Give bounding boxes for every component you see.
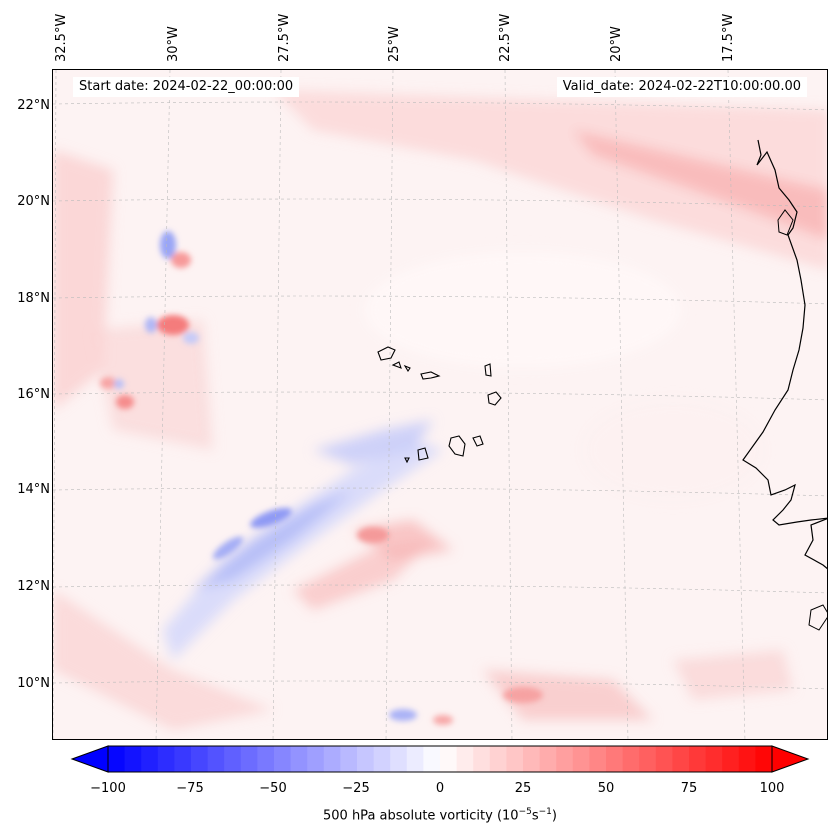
colorbar-cell (539, 746, 557, 772)
colorbar-cell (290, 746, 308, 772)
colorbar-cell (174, 746, 192, 772)
lat-label-14n: 14°N (17, 482, 50, 497)
colorbar-cell (506, 746, 524, 772)
africa-coastline (742, 139, 827, 526)
colorbar-cell (473, 746, 491, 772)
graticule (53, 70, 827, 739)
colorbar-cell (124, 746, 142, 772)
colorbar-cell (357, 746, 375, 772)
colorbar-cell (207, 746, 225, 772)
colorbar-frame (107, 745, 773, 773)
colorbar-cell (456, 746, 474, 772)
coast-inlet (777, 209, 794, 236)
colorbar-cell (390, 746, 408, 772)
colorbar-cell (257, 746, 275, 772)
valid-date-label: Valid_date: 2024-02-22T10:00:00.00 (556, 77, 807, 97)
map-canvas (53, 70, 827, 739)
lon-label-17-5w: 17.5°W (721, 13, 736, 62)
colorbar-cell (108, 746, 126, 772)
lat-label-12n: 12°N (17, 579, 50, 594)
colorbar-cell (639, 746, 657, 772)
colorbar-cells (108, 746, 773, 772)
colorbar-cell (340, 746, 358, 772)
colorbar-tick: 75 (680, 781, 698, 796)
colorbar-cell (705, 746, 723, 772)
colorbar-cell (240, 746, 258, 772)
colorbar-cell (572, 746, 590, 772)
start-date-label: Start date: 2024-02-22_00:00:00 (73, 77, 300, 97)
cape-verde-islands (377, 346, 502, 464)
colorbar-cell (274, 746, 292, 772)
colorbar-cell (606, 746, 624, 772)
coastline-south (804, 518, 827, 570)
colorbar-tick: 0 (435, 781, 445, 796)
colorbar-tick: −75 (176, 781, 204, 796)
colorbar-cell (373, 746, 391, 772)
colorbar-tick: 25 (514, 781, 532, 796)
colorbar-cell (323, 746, 341, 772)
colorbar-cell (622, 746, 640, 772)
vorticity-field (53, 90, 827, 730)
vorticity-map[interactable]: Start date: 2024-02-22_00:00:00 Valid_da… (52, 69, 828, 740)
colorbar-cell (738, 746, 756, 772)
colorbar-tick: −100 (90, 781, 126, 796)
colorbar-cell (722, 746, 740, 772)
colorbar-tick: 100 (759, 781, 785, 796)
colorbar-max-extend (771, 745, 810, 773)
colorbar-label: 500 hPa absolute vorticity (10−5s−1) (323, 807, 557, 824)
colorbar-cell (689, 746, 707, 772)
lat-label-10n: 10°N (17, 676, 50, 691)
lat-label-22n: 22°N (17, 98, 50, 113)
colorbar-cell (191, 746, 209, 772)
lat-label-16n: 16°N (17, 387, 50, 402)
lat-label-18n: 18°N (17, 291, 50, 306)
colorbar-cell (489, 746, 507, 772)
colorbar-min-extend (70, 745, 109, 773)
colorbar-cell (406, 746, 424, 772)
colorbar-cell (589, 746, 607, 772)
lon-label-25w: 25°W (387, 26, 402, 62)
colorbar-cell (655, 746, 673, 772)
vorticity-features (100, 231, 543, 725)
lat-label-20n: 20°N (17, 194, 50, 209)
colorbar-cell (224, 746, 242, 772)
lon-label-20w: 20°W (609, 26, 624, 62)
colorbar-cell (440, 746, 458, 772)
colorbar-cell (307, 746, 325, 772)
lon-label-27-5w: 27.5°W (277, 13, 292, 62)
lon-label-22-5w: 22.5°W (498, 13, 513, 62)
colorbar-cell (157, 746, 175, 772)
colorbar-cell (523, 746, 541, 772)
colorbar-cell (672, 746, 690, 772)
colorbar-cell (141, 746, 159, 772)
bissagos-islands (808, 604, 827, 631)
colorbar-cell (755, 746, 773, 772)
colorbar-tick: −50 (259, 781, 287, 796)
lon-label-30w: 30°W (166, 26, 181, 62)
colorbar (70, 745, 810, 773)
colorbar-tick: 50 (597, 781, 615, 796)
colorbar-cell (556, 746, 574, 772)
colorbar-cell (423, 746, 441, 772)
colorbar-tick: −25 (342, 781, 370, 796)
lon-label-32-5w: 32.5°W (54, 13, 69, 62)
